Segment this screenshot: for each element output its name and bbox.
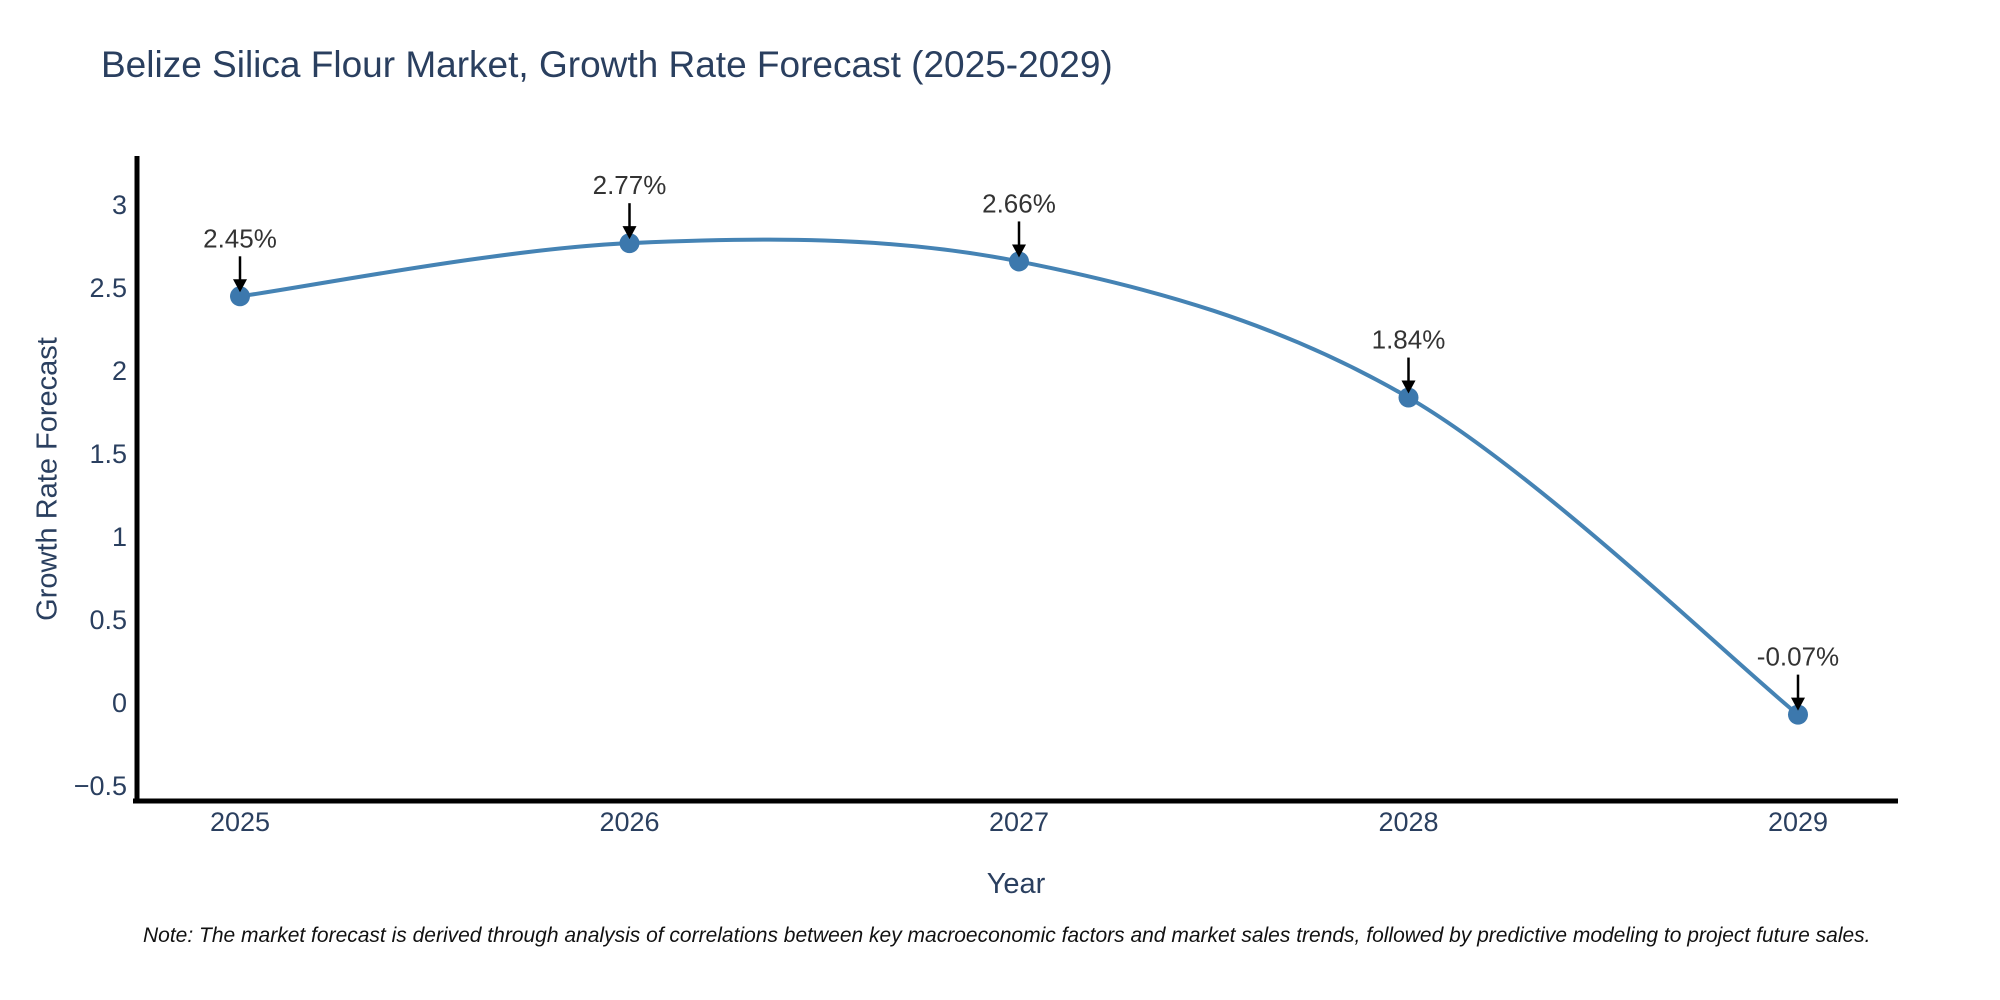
y-tick-label: 1: [112, 522, 127, 552]
data-point-2029: [1788, 704, 1808, 725]
forecast-line: [239, 237, 1800, 717]
data-point-label: 2.45%: [203, 223, 277, 253]
annotation-arrowhead: [1401, 380, 1416, 394]
data-point-label: -0.07%: [1757, 642, 1839, 672]
y-tick-label: 0: [112, 688, 127, 718]
y-axis-title: Growth Rate Forecast: [31, 337, 64, 621]
data-point-label: 2.77%: [593, 170, 667, 200]
chart-title: Belize Silica Flour Market, Growth Rate …: [101, 44, 1113, 85]
annotation-arrowhead: [1012, 244, 1026, 258]
y-tick-label: 2.5: [89, 273, 127, 303]
data-point-2028: [1398, 387, 1419, 408]
data-point-label: 2.66%: [982, 188, 1056, 218]
x-tick-label: 2025: [210, 807, 270, 837]
y-tick-label: −0.5: [74, 771, 127, 801]
footnote: Note: The market forecast is derived thr…: [143, 924, 1871, 947]
annotation-arrowhead: [233, 279, 247, 293]
data-point-2027: [1009, 251, 1029, 272]
x-tick-label: 2026: [599, 807, 659, 837]
data-point-2025: [230, 286, 250, 307]
y-tick-label: 2: [112, 356, 127, 386]
y-tick-label: 0.5: [89, 605, 127, 635]
data-point-label: 1.84%: [1372, 325, 1446, 355]
y-tick-label: 3: [112, 190, 127, 220]
x-axis-title: Year: [986, 868, 1046, 900]
y-tick-label: 1.5: [89, 439, 127, 469]
data-point-2026: [619, 233, 640, 254]
annotation-arrowhead: [1791, 697, 1805, 711]
x-tick-label: 2028: [1378, 807, 1438, 837]
annotation-arrowhead: [622, 226, 637, 240]
x-tick-label: 2029: [1768, 807, 1828, 837]
x-tick-label: 2027: [989, 807, 1049, 837]
